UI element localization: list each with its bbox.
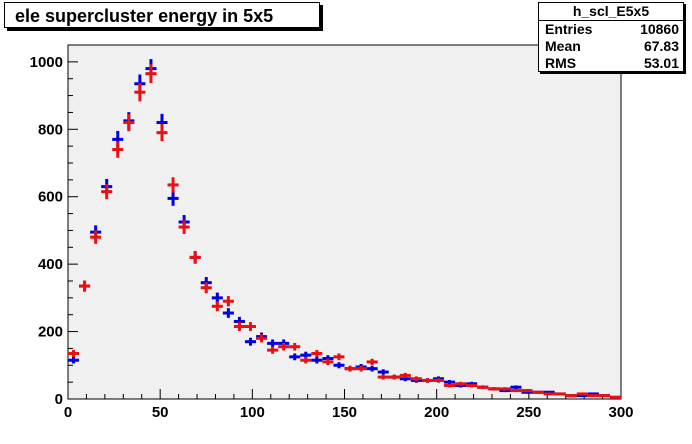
x-tick-label: 200 <box>424 404 449 421</box>
data-point-blue <box>289 353 301 361</box>
data-point-red <box>399 372 411 378</box>
data-point-red <box>112 141 124 158</box>
y-tick-label: 400 <box>38 256 63 273</box>
data-point-red <box>134 83 146 102</box>
data-point-red <box>444 383 456 388</box>
data-point-red <box>333 353 345 361</box>
data-point-blue <box>333 362 345 369</box>
y-tick-label: 200 <box>38 324 63 341</box>
stats-row-mean: Mean 67.83 <box>539 38 683 55</box>
data-point-red <box>222 296 234 307</box>
y-tick-label: 1000 <box>30 54 63 71</box>
data-point-red <box>543 392 555 396</box>
stats-rms-label: RMS <box>545 55 577 71</box>
data-marks <box>68 59 621 399</box>
data-point-red <box>322 358 334 366</box>
stats-row-entries: Entries 10860 <box>539 21 683 38</box>
data-point-red <box>499 387 511 391</box>
data-point-red <box>598 394 610 398</box>
stats-mean-value: 67.83 <box>643 38 679 54</box>
data-point-red <box>410 376 422 382</box>
data-point-red <box>421 378 433 383</box>
data-point-red <box>455 381 467 386</box>
data-point-red <box>211 301 223 312</box>
stats-rms-value: 53.01 <box>643 55 679 71</box>
data-point-red <box>521 389 533 393</box>
data-point-red <box>267 346 279 354</box>
data-point-red <box>587 394 599 398</box>
data-point-red <box>256 334 268 343</box>
data-point-red <box>101 184 113 200</box>
data-point-blue <box>377 369 389 375</box>
data-point-red <box>189 251 201 264</box>
data-point-red <box>565 394 577 398</box>
x-tick-label: 250 <box>516 404 541 421</box>
x-tick-label: 0 <box>64 404 72 421</box>
data-point-blue <box>311 356 323 364</box>
data-point-blue <box>366 365 378 372</box>
data-point-red <box>432 378 445 383</box>
data-point-red <box>366 358 378 366</box>
stats-box: h_scl_E5x5 Entries 10860 Mean 67.83 RMS … <box>538 2 684 72</box>
y-tick-label: 800 <box>38 121 63 138</box>
data-point-blue <box>222 308 234 318</box>
data-point-blue <box>68 356 80 364</box>
x-tick-label: 150 <box>332 404 357 421</box>
data-point-red <box>477 385 489 389</box>
data-point-red <box>488 387 500 391</box>
data-point-blue <box>510 385 522 389</box>
stats-entries-label: Entries <box>545 21 593 37</box>
data-point-red <box>233 322 245 331</box>
data-point-red <box>90 230 102 244</box>
data-point-red <box>355 365 367 372</box>
stats-histogram-name: h_scl_E5x5 <box>539 3 683 21</box>
y-tick-label: 600 <box>38 189 63 206</box>
data-point-red <box>289 342 301 351</box>
data-point-red <box>156 124 168 142</box>
data-point-red <box>200 282 212 294</box>
data-point-red <box>466 383 478 388</box>
data-point-red <box>178 220 190 234</box>
plot-area <box>67 44 622 400</box>
data-point-red <box>311 349 323 358</box>
data-point-blue <box>444 379 456 385</box>
data-point-blue <box>167 190 179 206</box>
y-tick-label: 0 <box>55 391 63 408</box>
data-point-red <box>377 374 389 380</box>
data-point-red <box>123 113 135 132</box>
x-tick-label: 300 <box>608 404 633 421</box>
x-tick-label: 50 <box>152 404 169 421</box>
stats-mean-label: Mean <box>545 38 581 54</box>
data-point-blue <box>244 337 257 346</box>
data-point-blue <box>267 339 279 348</box>
data-point-red <box>167 177 179 193</box>
axes: 0 50 100 150 200 250 300 0 200 400 600 800 1000 <box>30 54 634 421</box>
data-point-red <box>510 389 522 393</box>
stats-entries-value: 10860 <box>640 21 679 37</box>
data-point-red <box>532 390 544 394</box>
data-point-red <box>554 392 566 396</box>
data-point-red <box>609 395 621 399</box>
data-point-red <box>145 64 157 84</box>
data-point-red <box>278 342 290 351</box>
data-point-red <box>68 349 80 358</box>
data-point-red <box>79 280 91 292</box>
x-tick-label: 100 <box>240 404 265 421</box>
stats-row-rms: RMS 53.01 <box>539 55 683 72</box>
data-point-red <box>244 322 257 331</box>
data-point-red <box>576 392 588 396</box>
data-point-red <box>300 356 312 364</box>
data-point-red <box>388 374 400 380</box>
data-point-red <box>344 365 356 372</box>
chart-title: ele supercluster energy in 5x5 <box>4 2 320 28</box>
